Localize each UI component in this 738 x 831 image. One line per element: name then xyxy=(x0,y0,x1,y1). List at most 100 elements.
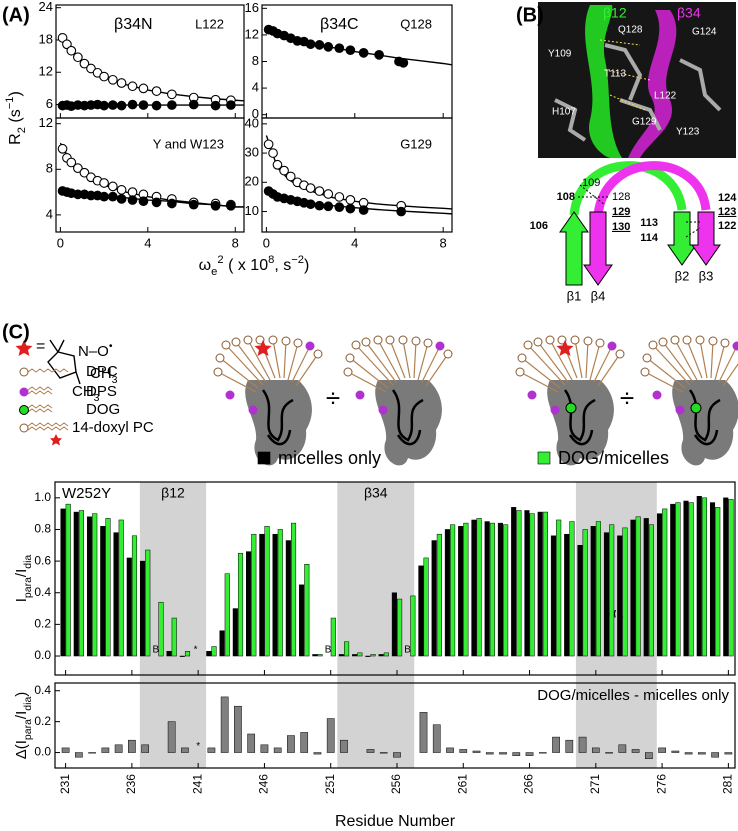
fit-line xyxy=(266,27,452,66)
bar xyxy=(365,655,371,657)
bar xyxy=(688,502,694,657)
bar xyxy=(577,545,583,657)
bar xyxy=(476,518,482,657)
topology-label: 108 xyxy=(557,191,575,203)
data-point xyxy=(66,157,77,168)
data-point xyxy=(210,100,221,111)
structure-label: G124 xyxy=(692,27,717,38)
x-tick-label: 4 xyxy=(144,235,151,250)
structure-label: β34 xyxy=(677,5,701,21)
data-point xyxy=(323,201,334,212)
bar xyxy=(184,651,191,657)
structure-text-part: 3 xyxy=(112,374,118,386)
bar xyxy=(237,552,244,657)
bar xyxy=(675,502,681,657)
bar xyxy=(485,752,494,755)
bar xyxy=(65,503,71,657)
y-axis-label: Δ(Ipara/Idia) xyxy=(13,692,34,760)
bar xyxy=(590,526,596,657)
bar xyxy=(247,733,256,753)
bar xyxy=(220,696,229,753)
bar xyxy=(484,521,490,657)
bar xyxy=(285,540,291,657)
y-tick-label: 12 xyxy=(39,64,53,79)
y-axis-label-part: dia xyxy=(22,697,34,711)
bar xyxy=(582,529,588,657)
plot-frame xyxy=(55,117,245,233)
data-point xyxy=(73,52,83,63)
data-point xyxy=(188,99,199,110)
data-point xyxy=(305,39,316,50)
bar xyxy=(78,510,85,657)
y-tick-label: 0.4 xyxy=(34,585,51,599)
panel-label: (C) xyxy=(2,321,30,343)
data-point xyxy=(127,81,138,92)
legend-swatch xyxy=(537,451,551,465)
x-tick-label: 236 xyxy=(124,774,138,794)
bar xyxy=(344,641,350,657)
dog-icon xyxy=(690,402,702,414)
bar xyxy=(391,592,397,657)
data-point xyxy=(99,100,109,111)
bar xyxy=(158,601,164,657)
data-point xyxy=(279,165,289,176)
bar xyxy=(206,651,212,657)
plot-frame xyxy=(54,481,736,676)
data-point xyxy=(226,100,236,110)
data-point xyxy=(73,163,83,174)
data-point xyxy=(151,100,162,111)
data-point xyxy=(305,183,316,194)
y-axis-label-part: −1 xyxy=(4,96,16,109)
structure-label: G129 xyxy=(632,117,657,128)
bar xyxy=(644,752,653,759)
bar xyxy=(312,654,318,657)
bar xyxy=(378,654,384,657)
bar xyxy=(511,507,517,657)
region-label: β12 xyxy=(161,485,185,501)
lipid-label: DPS xyxy=(86,383,117,400)
bar xyxy=(126,557,132,657)
data-point xyxy=(398,57,409,68)
bar xyxy=(658,747,666,753)
data-point xyxy=(99,191,109,202)
data-point xyxy=(272,159,283,170)
bar xyxy=(552,736,560,753)
legend-label: micelles only xyxy=(278,448,381,468)
bar xyxy=(463,522,469,657)
bar xyxy=(436,533,442,657)
bar xyxy=(326,718,335,753)
annotation: Y and W123 xyxy=(153,136,224,151)
data-point xyxy=(358,48,369,58)
data-point xyxy=(210,200,221,211)
marker-label: B xyxy=(404,645,411,656)
bar xyxy=(670,503,676,657)
data-point xyxy=(86,63,96,74)
structure-text: N–O• xyxy=(78,340,113,360)
bar xyxy=(383,652,389,657)
x-tick-label: 261 xyxy=(455,774,469,794)
data-point xyxy=(107,74,118,85)
topology-label: 122 xyxy=(718,220,736,232)
bar xyxy=(73,511,79,657)
bar xyxy=(446,747,454,753)
y-tick-label: 20 xyxy=(245,174,259,189)
bar xyxy=(128,739,136,753)
bar xyxy=(219,630,225,657)
topology-label: β1 xyxy=(567,288,582,303)
data-point xyxy=(358,205,369,215)
bar xyxy=(550,535,557,657)
bar xyxy=(538,752,547,754)
bar xyxy=(118,519,124,657)
x-tick-label: 8 xyxy=(440,235,447,250)
structure-label: L122 xyxy=(654,91,677,102)
bar xyxy=(171,617,177,657)
structure-text-part: 3 xyxy=(94,392,100,404)
chart-title: β34C xyxy=(320,16,359,33)
bar xyxy=(711,752,719,758)
data-point xyxy=(314,186,325,196)
y-tick-label: 0.2 xyxy=(34,714,51,728)
bar xyxy=(578,736,587,753)
topology-label: β4 xyxy=(591,288,606,303)
structure-text: CH3 xyxy=(72,383,100,404)
bar xyxy=(304,564,310,657)
